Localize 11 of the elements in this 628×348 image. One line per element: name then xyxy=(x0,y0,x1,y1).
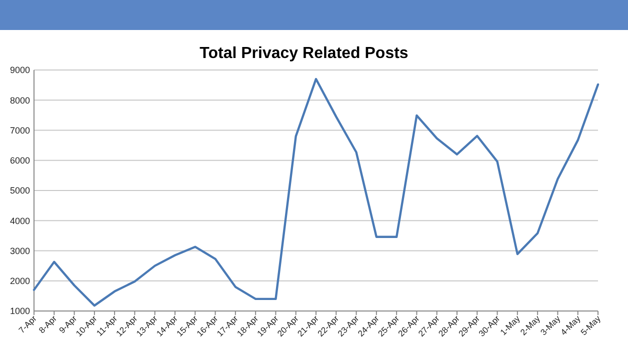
y-tick-label: 6000 xyxy=(10,156,30,166)
y-tick-label: 8000 xyxy=(10,95,30,106)
chart-title: Total Privacy Related Posts xyxy=(200,45,408,62)
y-tick-label: 5000 xyxy=(10,186,30,196)
y-tick-label: 4000 xyxy=(10,216,30,226)
line-series xyxy=(32,78,600,307)
y-tick-label: 1000 xyxy=(10,306,30,316)
y-tick-label: 2000 xyxy=(10,276,30,286)
y-tick-label: 7000 xyxy=(10,125,30,136)
y-tick-label: 9000 xyxy=(10,65,30,76)
y-tick-label: 3000 xyxy=(10,246,30,256)
